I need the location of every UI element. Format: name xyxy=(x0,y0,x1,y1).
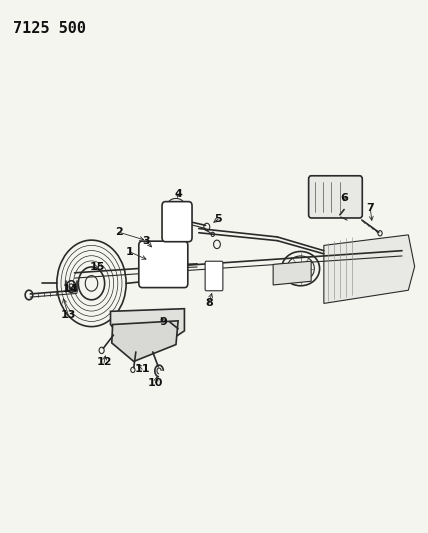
Text: 15: 15 xyxy=(90,262,106,271)
FancyBboxPatch shape xyxy=(162,201,192,241)
Text: 4: 4 xyxy=(174,189,182,199)
Polygon shape xyxy=(324,235,415,303)
Text: 2: 2 xyxy=(115,227,123,237)
Text: 13: 13 xyxy=(61,310,76,320)
Polygon shape xyxy=(273,261,311,285)
FancyBboxPatch shape xyxy=(139,241,188,288)
Text: 14: 14 xyxy=(62,284,78,294)
Text: 5: 5 xyxy=(214,214,222,224)
Text: 7125 500: 7125 500 xyxy=(13,21,86,36)
Text: 10: 10 xyxy=(148,377,163,387)
Text: 12: 12 xyxy=(96,358,112,367)
Text: 7: 7 xyxy=(366,204,374,214)
Polygon shape xyxy=(110,309,184,352)
Text: 8: 8 xyxy=(205,298,213,309)
FancyBboxPatch shape xyxy=(205,261,223,291)
Text: 3: 3 xyxy=(143,236,150,246)
Text: 1: 1 xyxy=(126,247,134,257)
Text: 6: 6 xyxy=(340,193,348,203)
Polygon shape xyxy=(112,321,178,361)
Text: 9: 9 xyxy=(159,317,167,327)
Text: 11: 11 xyxy=(134,365,150,374)
FancyBboxPatch shape xyxy=(309,176,362,218)
